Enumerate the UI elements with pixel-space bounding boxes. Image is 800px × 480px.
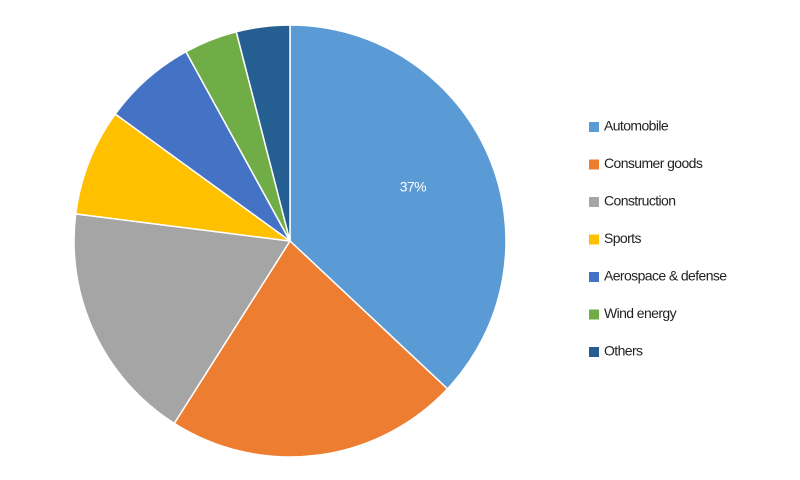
- legend-label: Automobile: [604, 118, 669, 134]
- pie-slice: [289, 24, 507, 390]
- legend-swatch: [589, 122, 599, 132]
- legend-swatch: [589, 347, 599, 357]
- pie-slice: [74, 112, 291, 242]
- legend-swatch: [589, 197, 599, 207]
- pie-slice: [73, 213, 292, 425]
- legend-label: Wind energy: [604, 305, 677, 321]
- legend-label: Consumer goods: [604, 155, 703, 171]
- legend-swatch: [589, 272, 599, 282]
- data-label: 37%: [400, 179, 426, 195]
- pie-slice: [173, 239, 449, 458]
- legend-swatch: [589, 234, 599, 245]
- legend-label: Aerospace & defense: [604, 268, 727, 284]
- legend-swatch: [589, 309, 599, 320]
- pie-slice: [235, 24, 291, 242]
- legend-label: Construction: [604, 193, 675, 209]
- legend-label: Others: [604, 343, 643, 359]
- legend-swatch: [589, 159, 599, 170]
- legend-label: Sports: [604, 230, 641, 246]
